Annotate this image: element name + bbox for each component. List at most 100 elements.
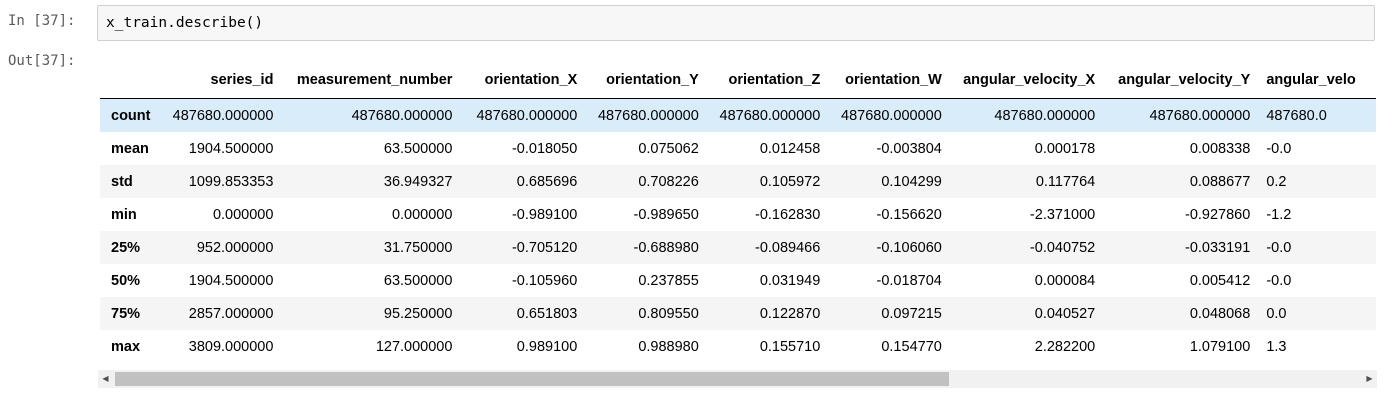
table-cell: 487680.000000: [476, 107, 578, 124]
table-cell: 0.005412: [1189, 272, 1251, 289]
index-header: [100, 62, 164, 99]
table-row: 25% 952.000000 31.750000 -0.705120 -0.688980…: [100, 231, 1376, 264]
table-cell: 487680.000000: [841, 107, 942, 124]
table-row: min 0.000000 0.000000 -0.989100 -0.989650 -0.…: [100, 198, 1376, 231]
table-cell: 0.122870: [759, 305, 821, 322]
table-cell: 487680.000000: [719, 107, 821, 124]
table-row: max 3809.000000 127.000000 0.989100 0.988980…: [100, 330, 1376, 362]
table-cell: 0.154770: [881, 338, 942, 355]
table-cell: 487680.000000: [597, 107, 699, 124]
table-cell: 95.250000: [383, 305, 453, 322]
row-label: max: [111, 338, 141, 355]
table-cell: 487680.000000: [172, 107, 274, 124]
table-cell: 0.2: [1266, 173, 1287, 190]
table-row: count 487680.000000 487680.000000 487680.00…: [100, 98, 1376, 132]
row-label: count: [111, 107, 151, 124]
table-cell: 31.750000: [383, 239, 453, 256]
triangle-left-icon[interactable]: ◀: [102, 374, 109, 383]
row-label: 75%: [111, 305, 141, 322]
table-cell: 0.988980: [638, 338, 699, 355]
table-cell: 2.282200: [1034, 338, 1096, 355]
table-cell: -0.989650: [633, 206, 699, 223]
table-cell: 0.097215: [881, 305, 942, 322]
table-cell: -0.089466: [755, 239, 821, 256]
table-cell: -0.705120: [511, 239, 578, 256]
table-cell: 3809.000000: [188, 338, 274, 355]
table-cell: 0.0: [1266, 305, 1287, 322]
table-cell: 2857.000000: [188, 305, 274, 322]
table-cell: 1.079100: [1189, 338, 1251, 355]
table-cell: -0.106060: [876, 239, 942, 256]
table-cell: 36.949327: [383, 173, 453, 190]
column-header: orientation_Z: [706, 62, 829, 99]
horizontal-scrollbar[interactable]: ◀ ▶: [98, 370, 1377, 388]
table-row: std 1099.853353 36.949327 0.685696 0.708226 0…: [100, 165, 1376, 198]
table-cell: -0.688980: [633, 239, 699, 256]
table-cell: 0.989100: [516, 338, 578, 355]
table-cell: 0.708226: [638, 173, 699, 190]
table-cell: -0.162830: [755, 206, 821, 223]
table-cell: 0.809550: [638, 305, 699, 322]
output-prompt: Out[37]:: [8, 53, 76, 69]
input-prompt: In [37]:: [8, 13, 76, 29]
table-cell: 487680.0: [1266, 107, 1327, 124]
table-cell: 1099.853353: [188, 173, 274, 190]
table-cell: -0.018704: [876, 272, 942, 289]
table-cell: -0.927860: [1185, 206, 1251, 223]
table-cell: 0.040527: [1034, 305, 1096, 322]
column-header: series_id: [163, 62, 282, 99]
table-row: 50% 1904.500000 63.500000 -0.105960 0.237855…: [100, 264, 1376, 297]
table-cell: 1904.500000: [188, 140, 274, 157]
table-cell: 0.000178: [1034, 140, 1096, 157]
column-header: angular_velo: [1258, 62, 1376, 99]
table-cell: -0.989100: [511, 206, 578, 223]
triangle-right-icon[interactable]: ▶: [1366, 374, 1373, 383]
table-cell: -0.105960: [511, 272, 578, 289]
column-header: angular_velocity_X: [949, 62, 1104, 99]
describe-table: series_id measurement_number orientation…: [100, 62, 1376, 362]
row-label: 25%: [111, 239, 141, 256]
table-cell: 487680.000000: [351, 107, 453, 124]
table-cell: 0.000084: [1034, 272, 1096, 289]
column-header: orientation_Y: [585, 62, 707, 99]
table-cell: 1.3: [1266, 338, 1287, 355]
table-cell: 487680.000000: [1149, 107, 1251, 124]
column-header: angular_velocity_Y: [1103, 62, 1259, 99]
row-label: min: [111, 206, 137, 223]
table-cell: 0.048068: [1189, 305, 1251, 322]
output-area: series_id measurement_number orientation…: [100, 62, 1376, 362]
table-cell: -0.018050: [511, 140, 578, 157]
table-cell: -0.0: [1266, 140, 1292, 157]
table-row: mean 1904.500000 63.500000 -0.018050 0.07506…: [100, 132, 1376, 165]
table-cell: -2.371000: [1029, 206, 1096, 223]
table-cell: 127.000000: [375, 338, 453, 355]
table-cell: 0.000000: [212, 206, 274, 223]
table-row: 75% 2857.000000 95.250000 0.651803 0.809550 0…: [100, 297, 1376, 330]
table-cell: 0.155710: [759, 338, 821, 355]
row-label: std: [111, 173, 133, 190]
table-cell: 0.088677: [1189, 173, 1251, 190]
table-cell: 63.500000: [383, 140, 453, 157]
table-cell: 0.031949: [759, 272, 821, 289]
code-text[interactable]: x_train.describe(): [106, 15, 264, 31]
code-input-area[interactable]: x_train.describe(): [97, 5, 1375, 41]
table-cell: 0.104299: [881, 173, 942, 190]
table-cell: 63.500000: [383, 272, 453, 289]
table-cell: -0.0: [1266, 239, 1292, 256]
table-cell: 0.075062: [638, 140, 699, 157]
table-cell: -0.040752: [1029, 239, 1096, 256]
table-cell: 0.651803: [516, 305, 578, 322]
column-header: measurement_number: [281, 62, 461, 99]
table-cell: -1.2: [1266, 206, 1292, 223]
column-header: orientation_W: [828, 62, 950, 99]
row-label: 50%: [111, 272, 141, 289]
table-cell: -0.0: [1266, 272, 1292, 289]
table-cell: -0.003804: [876, 140, 942, 157]
scrollbar-thumb[interactable]: [115, 372, 949, 386]
table-cell: 0.000000: [391, 206, 453, 223]
table-cell: 1904.500000: [188, 272, 274, 289]
table-cell: 0.237855: [638, 272, 699, 289]
table-cell: 952.000000: [196, 239, 274, 256]
table-cell: 487680.000000: [994, 107, 1096, 124]
table-header-row: series_id measurement_number orientation…: [100, 62, 1376, 99]
